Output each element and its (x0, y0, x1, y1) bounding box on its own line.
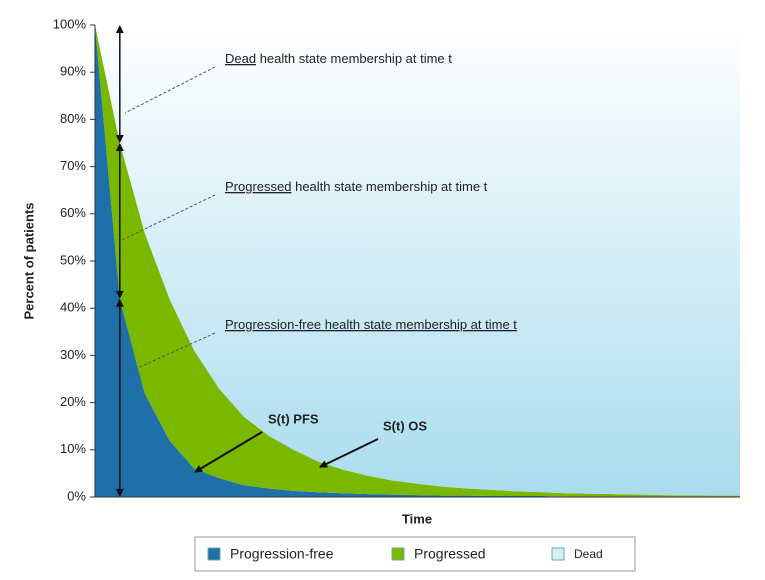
annotation-underlined: Progressed (225, 179, 291, 194)
y-tick-label: 60% (60, 205, 86, 220)
y-tick-label: 20% (60, 394, 86, 409)
annotation-underlined: Dead (225, 51, 256, 66)
annotation-text: health state membership at time t (256, 51, 452, 66)
curve-arrow (319, 438, 379, 468)
y-axis-label: Percent of patients (21, 202, 36, 319)
x-axis-label: Time (402, 511, 432, 526)
legend-label: Progression-free (230, 546, 334, 562)
legend-label: Progressed (414, 546, 486, 562)
annotation-leader (124, 66, 216, 114)
y-tick-label: 50% (60, 252, 86, 267)
annotation-leader (121, 332, 216, 376)
curve-label: S(t) PFS (268, 411, 319, 426)
legend-swatch (391, 547, 405, 561)
area-0 (95, 25, 740, 497)
curve-label: S(t) OS (383, 418, 427, 433)
annotation: Progression-free health state membership… (225, 317, 517, 332)
y-tick-label: 80% (60, 111, 86, 126)
legend-swatch (207, 547, 221, 561)
annotation-text: health state membership at time t (291, 179, 487, 194)
y-tick-label: 30% (60, 347, 86, 362)
y-tick-label: 90% (60, 64, 86, 79)
annotation-underlined: Progression-free health state membership… (225, 317, 517, 332)
y-tick-label: 10% (60, 441, 86, 456)
annotation-leader (121, 194, 216, 241)
y-tick-label: 70% (60, 158, 86, 173)
curve-arrow (194, 431, 263, 473)
legend-label: Dead (574, 547, 603, 561)
legend-swatch (551, 547, 565, 561)
y-tick-label: 0% (67, 488, 86, 503)
y-tick-label: 40% (60, 300, 86, 315)
area-2 (95, 25, 740, 496)
plot-area (95, 25, 740, 497)
annotation: Dead health state membership at time t (225, 51, 452, 66)
annotation: Progressed health state membership at ti… (225, 179, 488, 194)
y-tick-label: 100% (53, 16, 87, 31)
